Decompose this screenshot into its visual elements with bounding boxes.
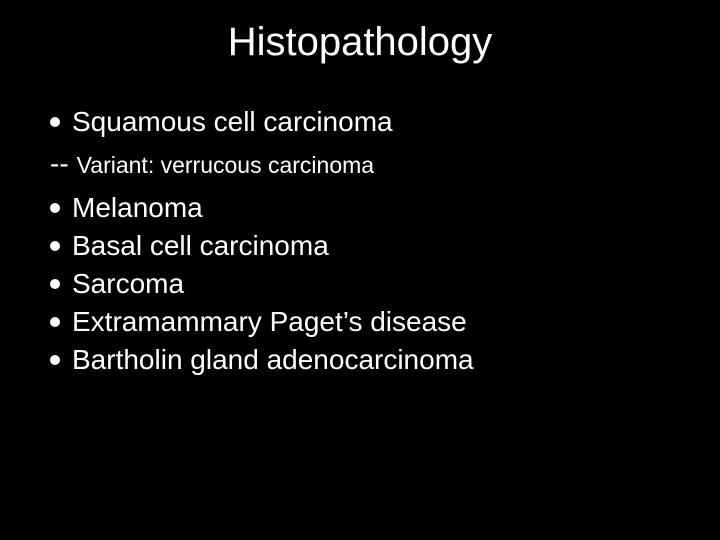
list-item-text: Sarcoma	[72, 268, 184, 300]
bullet-icon	[50, 241, 60, 251]
dash-marker: --	[50, 148, 69, 180]
list-item-variant: -- Variant: verrucous carcinoma	[50, 148, 474, 180]
list-item: Extramammary Paget’s disease	[50, 306, 474, 338]
bullet-icon	[50, 279, 60, 289]
list-item: Squamous cell carcinoma	[50, 106, 474, 138]
list-item-text: Squamous cell carcinoma	[72, 106, 393, 138]
list-item-text: Extramammary Paget’s disease	[72, 306, 467, 338]
list-item-text: Bartholin gland adenocarcinoma	[72, 344, 474, 376]
list-item: Sarcoma	[50, 268, 474, 300]
list-item: Basal cell carcinoma	[50, 230, 474, 262]
bullet-icon	[50, 203, 60, 213]
bullet-icon	[50, 317, 60, 327]
list-item-text: Melanoma	[72, 192, 203, 224]
slide: Histopathology Squamous cell carcinoma -…	[0, 0, 720, 540]
list-item: Melanoma	[50, 192, 474, 224]
list-item-variant-text: Variant: verrucous carcinoma	[77, 152, 374, 179]
bullet-icon	[50, 355, 60, 365]
slide-title: Histopathology	[0, 20, 720, 65]
list-item-text: Basal cell carcinoma	[72, 230, 329, 262]
slide-body: Squamous cell carcinoma -- Variant: verr…	[50, 106, 474, 382]
list-item: Bartholin gland adenocarcinoma	[50, 344, 474, 376]
bullet-icon	[50, 117, 60, 127]
